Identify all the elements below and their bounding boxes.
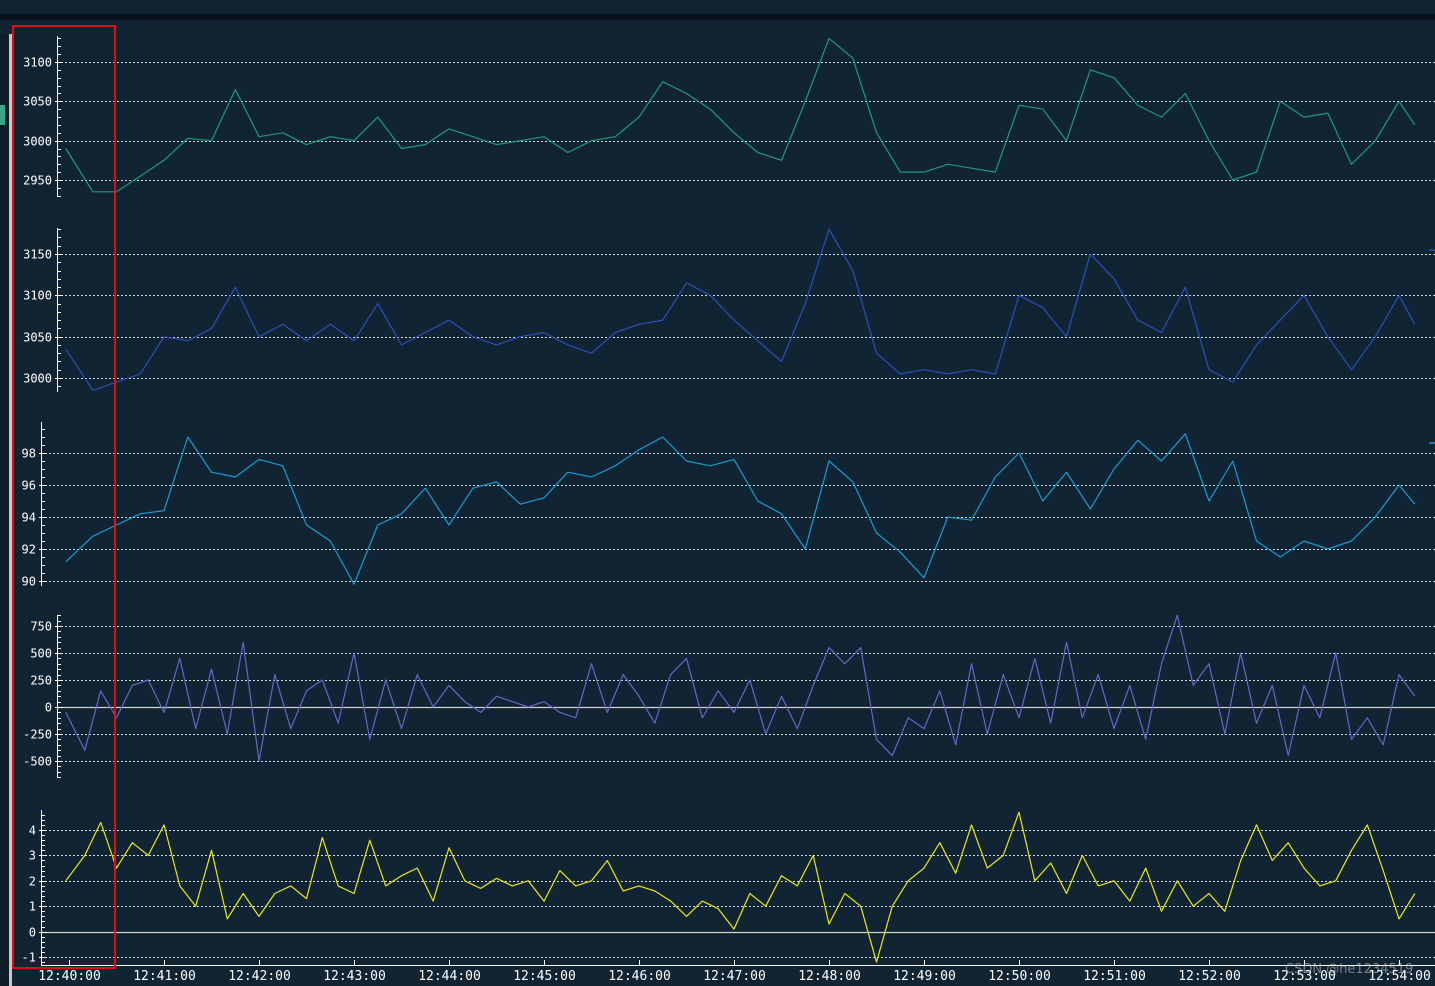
x-tick-label: 12:43:00 — [323, 969, 386, 984]
y-tick-label: 3100 — [23, 56, 52, 70]
series-line — [65, 614, 1416, 762]
y-tick-label: 0 — [29, 926, 36, 940]
y-tick-label: 3150 — [23, 248, 52, 262]
x-tick-label: 12:40:00 — [38, 969, 101, 984]
x-tick-label: 12:41:00 — [133, 969, 196, 984]
series-line — [65, 433, 1416, 585]
x-tick-label: 12:54:00 — [1368, 969, 1431, 984]
y-tick-label: 500 — [30, 647, 52, 661]
y-tick-label: 3000 — [23, 372, 52, 386]
x-tick-label: 12:52:00 — [1178, 969, 1241, 984]
x-tick-label: 12:45:00 — [513, 969, 576, 984]
chart-panel-3[interactable]: 90 92 94 96 98 — [22, 422, 1435, 589]
y-tick-label: -500 — [23, 755, 52, 769]
time-axis: 12:40:00 12:41:00 12:42:00 12:43:00 12:44:00… — [38, 960, 1435, 984]
y-tick-label: 94 — [22, 511, 36, 525]
y-tick-label: 98 — [22, 447, 36, 461]
x-tick-label: 12:50:00 — [988, 969, 1051, 984]
y-tick-label: 92 — [22, 543, 36, 557]
x-tick-label: 12:49:00 — [893, 969, 956, 984]
y-tick-label: 3050 — [23, 331, 52, 345]
y-tick-label: 90 — [22, 575, 36, 589]
x-tick-label: 12:42:00 — [228, 969, 291, 984]
y-tick-label: 3050 — [23, 95, 52, 109]
y-tick-label: -250 — [23, 728, 52, 742]
x-tick-label: 12:46:00 — [608, 969, 671, 984]
x-tick-label: 12:48:00 — [798, 969, 861, 984]
chart-panel-4[interactable]: -500 -250 0 250 500 750 — [23, 614, 1435, 778]
series-line — [65, 811, 1416, 963]
y-tick-label: 2950 — [23, 174, 52, 188]
y-tick-label: 2 — [29, 875, 36, 889]
y-tick-label: 250 — [30, 674, 52, 688]
watermark: CSDN @he1234519 — [1285, 962, 1414, 977]
y-tick-label: -1 — [22, 951, 36, 965]
series-line — [65, 37, 1416, 193]
chart-panel-2[interactable]: 3000 3050 3100 3150 — [23, 228, 1435, 392]
y-tick-label: 3 — [29, 849, 36, 863]
y-tick-label: 750 — [30, 620, 52, 634]
window-top-separator — [0, 14, 1435, 20]
window-top-bar — [0, 0, 1435, 14]
y-tick-label: 3000 — [23, 135, 52, 149]
y-tick-label: 1 — [29, 900, 36, 914]
left-side-panel-edge[interactable] — [0, 34, 12, 986]
x-tick-label: 12:44:00 — [418, 969, 481, 984]
y-tick-label: 96 — [22, 479, 36, 493]
y-tick-label: 4 — [29, 824, 36, 838]
x-tick-label: 12:47:00 — [703, 969, 766, 984]
y-tick-label: 3100 — [23, 289, 52, 303]
x-tick-label: 12:53:00 — [1273, 969, 1336, 984]
series-line — [65, 228, 1416, 391]
chart-panel-1[interactable]: 2950 3000 3050 3100 — [23, 36, 1435, 197]
left-panel-accent — [0, 105, 5, 125]
chart-panel-5[interactable]: -1 0 1 2 3 4 — [22, 810, 1435, 966]
selection-rectangle[interactable] — [12, 25, 116, 969]
x-tick-label: 12:51:00 — [1083, 969, 1146, 984]
y-tick-label: 0 — [45, 701, 52, 715]
